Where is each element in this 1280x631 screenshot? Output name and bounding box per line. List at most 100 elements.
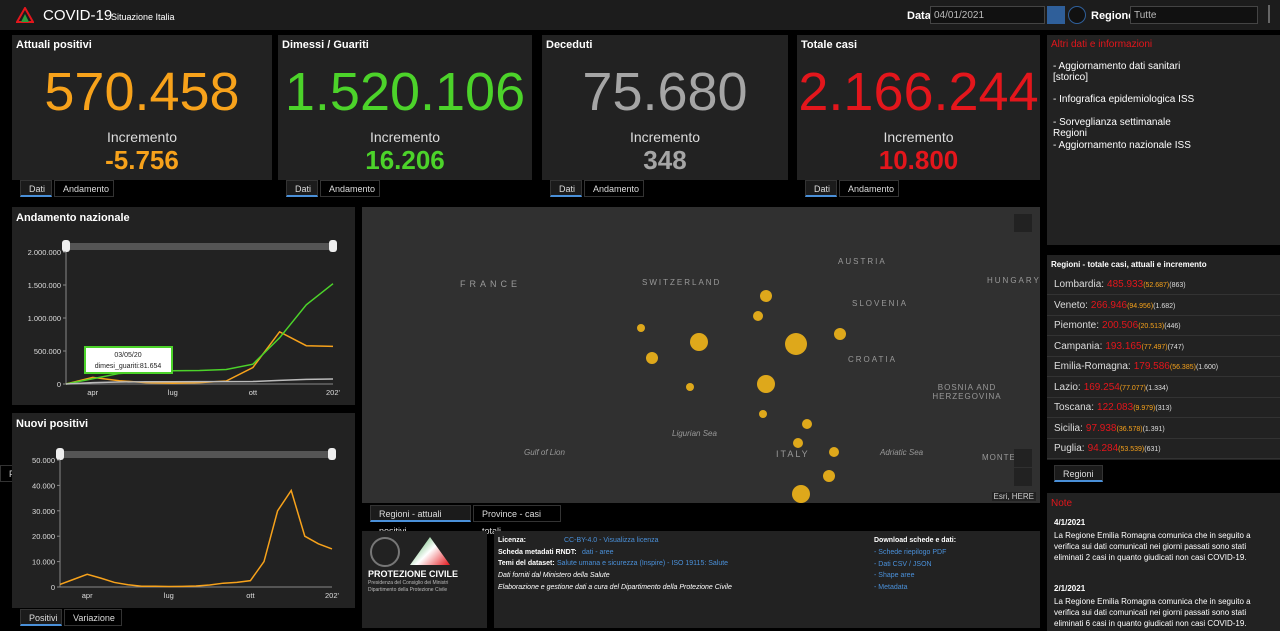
- info-label: Scheda metadati RNDT:: [498, 548, 577, 556]
- kpi-increment: 16.206: [365, 145, 445, 175]
- tab[interactable]: Andamento: [584, 180, 644, 197]
- tab[interactable]: Andamento: [54, 180, 114, 197]
- tab[interactable]: Regioni - attuali positivi: [370, 505, 471, 536]
- chart-panel: Andamento nazionale 0 500.000 1.000.000 1.50…: [12, 207, 355, 405]
- region-total: 169.254: [1083, 381, 1120, 393]
- kpi-card: Totale casi 2.166.244 Incremento 10.800: [797, 35, 1040, 180]
- region-total: 485.933: [1107, 279, 1144, 290]
- x-tick-label: apr: [87, 388, 98, 397]
- region-increment: (446): [1164, 323, 1181, 330]
- tab[interactable]: Andamento: [839, 180, 899, 197]
- map-attribution: Esri, HERE: [991, 492, 1036, 501]
- download-link[interactable]: - Dati CSV / JSON: [874, 560, 932, 568]
- download-link[interactable]: - Metadata: [874, 583, 908, 591]
- region-total: 179.586: [1133, 361, 1170, 372]
- kpi-title: Totale casi: [801, 39, 858, 51]
- series-line: [65, 283, 334, 385]
- tooltip: [84, 346, 173, 374]
- tab[interactable]: Dati: [550, 180, 582, 197]
- tab[interactable]: Province - casi totali: [473, 505, 561, 536]
- kpi-increment-label: Incremento: [369, 129, 441, 145]
- zoom-in[interactable]: [1014, 449, 1032, 467]
- tab[interactable]: Dati: [805, 180, 837, 197]
- map-bubble: [802, 419, 812, 429]
- region-row: Puglia: 94.284(53.539)(631): [1047, 439, 1280, 459]
- map-label: HUNGARY: [987, 276, 1040, 285]
- info-text[interactable]: CC-BY-4.0 - Visualizza licenza: [564, 537, 659, 544]
- tab[interactable]: Variazione: [64, 609, 122, 626]
- region-increment: (1.600): [1195, 364, 1219, 371]
- calendar-button[interactable]: [1047, 6, 1065, 24]
- download-title: Download schede e dati:: [874, 537, 957, 544]
- map-label: Adriatic Sea: [880, 448, 924, 457]
- kpi-increment-label: Incremento: [106, 129, 178, 145]
- x-tick-label: 202': [325, 591, 340, 600]
- chart-title: Andamento nazionale: [16, 212, 130, 224]
- region-total: 97.938: [1085, 422, 1117, 434]
- info-link[interactable]: - Aggiornamento nazionale ISS: [1053, 140, 1191, 151]
- tab[interactable]: Positivi: [20, 609, 62, 626]
- date-label: Data: [907, 10, 931, 22]
- chart: Nuovi positivi 0 10.000 20.000 30.000 40.000 5…: [16, 418, 340, 600]
- kpi-title: Deceduti: [546, 39, 593, 51]
- tab[interactable]: Andamento: [320, 180, 380, 197]
- region-increment: (1.334): [1145, 384, 1169, 392]
- series-line: [59, 488, 333, 588]
- slider-handle: [56, 448, 64, 460]
- region-active: (77.077): [1119, 384, 1146, 392]
- map-bubble: [793, 438, 803, 448]
- app-title: COVID-19: [43, 7, 113, 24]
- region-active: (9.979): [1133, 405, 1156, 412]
- map-bubble: [760, 290, 772, 302]
- tab[interactable]: Dati: [286, 180, 318, 197]
- info-text[interactable]: dati - aree: [582, 548, 614, 556]
- regions-panel: Regioni - totale casi, attuali e increme…: [1047, 255, 1280, 460]
- y-tick-label: 20.000: [32, 532, 55, 541]
- logo-mark-2: [410, 537, 450, 565]
- x-tick-label: apr: [82, 591, 93, 600]
- region-increment: (631): [1144, 446, 1161, 453]
- x-tick-label: lug: [164, 591, 174, 600]
- map-label: AUSTRIA: [838, 257, 887, 266]
- tab[interactable]: Dati: [20, 180, 52, 197]
- region-total: 200.506: [1102, 320, 1139, 331]
- download-link[interactable]: - Schede riepilogo PDF: [874, 549, 947, 556]
- logo-subtitle: Dipartimento della Protezione Civile: [368, 587, 448, 593]
- kpi-increment: 348: [643, 145, 687, 175]
- region-row: Veneto: 266.946(94.956)(1.682): [1047, 296, 1280, 316]
- y-tick-label: 2.000.000: [28, 248, 61, 257]
- kpi-increment: 10.800: [878, 145, 959, 175]
- info-text[interactable]: Salute umana e sicurezza (Inspire) - ISO…: [557, 560, 729, 567]
- region-row: Lazio: 169.254(77.077)(1.334): [1047, 378, 1280, 398]
- date-input[interactable]: 04/01/2021: [930, 6, 1045, 24]
- region-increment: (1.682): [1153, 302, 1176, 310]
- info-label: Temi del dataset:: [498, 560, 555, 567]
- region-name: Emilia-Romagna:: [1054, 361, 1131, 372]
- info-link[interactable]: - Sorveglianza settimanale Regioni: [1053, 117, 1171, 139]
- kpi-card: Deceduti 75.680 Incremento 348: [542, 35, 788, 180]
- info-link[interactable]: - Aggiornamento dati sanitari [storico]: [1053, 61, 1181, 83]
- region-name: Puglia:: [1054, 443, 1085, 454]
- clock-button[interactable]: [1068, 6, 1086, 24]
- map-label: Gulf of Lion: [524, 448, 565, 457]
- x-tick-label: ott: [249, 388, 258, 397]
- links-panel: Altri dati e informazioni - Aggiornamento…: [1047, 35, 1280, 245]
- tab[interactable]: Regioni: [1054, 465, 1103, 482]
- logo-mark: [370, 537, 400, 567]
- x-tick-label: 202': [326, 388, 341, 397]
- region-select[interactable]: Tutte: [1130, 6, 1258, 24]
- info-link[interactable]: - Infografica epidemiologica ISS: [1053, 94, 1195, 105]
- region-increment: (747): [1167, 343, 1184, 351]
- credit-text: Elaborazione e gestione dati a cura del …: [498, 583, 732, 591]
- download-link[interactable]: - Shape aree: [874, 572, 915, 579]
- region-row: Sicilia: 97.938(36.578)(1.391): [1047, 419, 1280, 439]
- zoom-out[interactable]: [1014, 468, 1032, 486]
- map-label: BOSNIA AND HERZEGOVINA: [932, 383, 1002, 401]
- menu-icon[interactable]: [1268, 5, 1280, 23]
- region-row: Campania: 193.165(77.497)(747): [1047, 337, 1280, 357]
- kpi-increment: -5.756: [105, 145, 179, 175]
- map-legend-button[interactable]: [1014, 214, 1032, 232]
- map-bubble: [823, 470, 835, 482]
- region-increment: (1.391): [1142, 425, 1165, 433]
- range-slider: [60, 451, 332, 458]
